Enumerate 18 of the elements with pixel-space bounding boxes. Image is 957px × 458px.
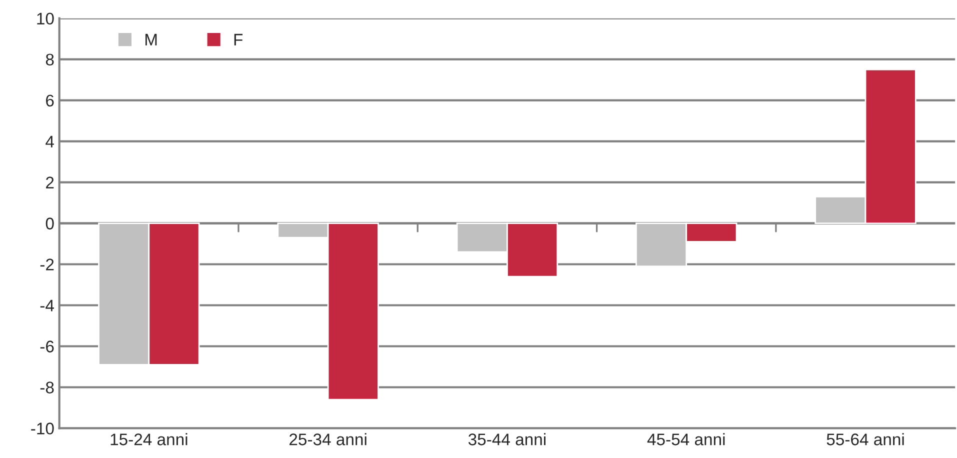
x-tick-label: 35-44 anni bbox=[468, 433, 546, 446]
y-tick-label: 6 bbox=[46, 94, 54, 107]
y-tick-label: -6 bbox=[40, 340, 54, 352]
x-tick-label: 55-64 anni bbox=[826, 433, 904, 446]
legend-label: F bbox=[234, 34, 243, 46]
x-tick-label: 15-24 anni bbox=[110, 433, 188, 446]
legend-label: M bbox=[145, 34, 157, 46]
y-tick-label: 10 bbox=[37, 12, 54, 25]
y-tick-label: -2 bbox=[40, 258, 54, 270]
y-tick-label: -10 bbox=[31, 422, 54, 434]
y-tick-label: 0 bbox=[46, 218, 54, 230]
x-tick-label: 45-54 anni bbox=[647, 433, 725, 446]
y-tick-label: -8 bbox=[40, 382, 54, 394]
y-tick-label: 8 bbox=[46, 54, 54, 66]
y-tick-label: 4 bbox=[46, 136, 54, 148]
y-tick-label: -4 bbox=[40, 300, 54, 312]
x-tick-label: 25-34 anni bbox=[290, 433, 366, 446]
y-tick-label: 2 bbox=[46, 176, 54, 188]
